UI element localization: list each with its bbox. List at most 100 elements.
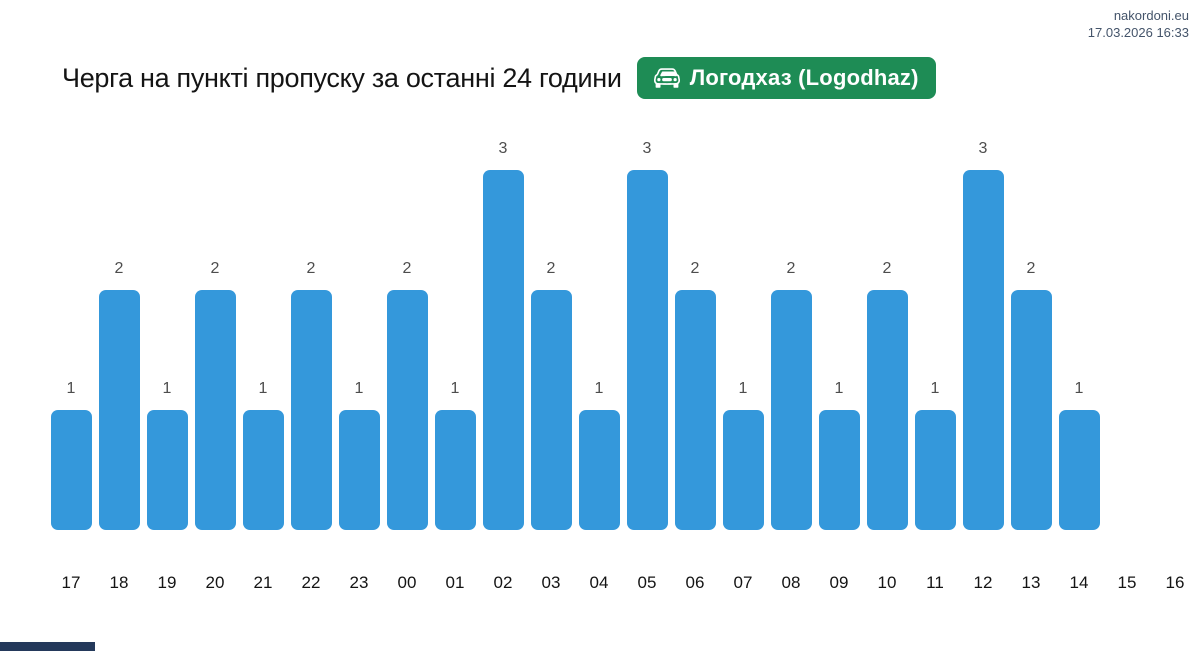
- x-tick-label: 06: [685, 573, 705, 592]
- x-axis: 17 18 19 20 21 22 23 00 01 02 03 04 05 06 07 08 09 10 11 12…: [47, 573, 1199, 593]
- bar: [98, 290, 140, 530]
- x-tick-label: 08: [781, 573, 801, 592]
- bar-value-label: 3: [978, 140, 988, 157]
- bar: [1058, 410, 1100, 530]
- bars: 1 2 1 2 1 2 1 2 1 3 2 1 3 2 1 2 1 2 1 3 2 1: [47, 130, 1199, 530]
- bar: [962, 170, 1004, 530]
- bar-value-label: 2: [546, 260, 556, 277]
- x-tick-label: 21: [253, 573, 273, 592]
- x-tick-label: 16: [1165, 573, 1185, 592]
- bar-column: 2: [383, 130, 431, 530]
- bar-value-label: 2: [114, 260, 124, 277]
- bar-column: 2: [191, 130, 239, 530]
- bar-column: 1: [575, 130, 623, 530]
- x-tick-label: 02: [493, 573, 513, 592]
- bar-column: 2: [863, 130, 911, 530]
- checkpoint-badge-label: Логодхаз (Logodhaz): [689, 65, 919, 90]
- x-tick-label: 20: [205, 573, 225, 592]
- bar: [578, 410, 620, 530]
- bar-column: 2: [527, 130, 575, 530]
- x-tick-label: 19: [157, 573, 177, 592]
- x-tick-label: 11: [926, 573, 944, 592]
- bar-column: [1151, 130, 1199, 530]
- bar: [1010, 290, 1052, 530]
- bar: [674, 290, 716, 530]
- bar-column: [1103, 130, 1151, 530]
- x-tick-label: 14: [1069, 573, 1089, 592]
- bar-value-label: 2: [786, 260, 796, 277]
- x-tick-label: 07: [733, 573, 753, 592]
- bar: [818, 410, 860, 530]
- x-tick-label: 00: [397, 573, 417, 592]
- bar: [290, 290, 332, 530]
- bar-column: 1: [911, 130, 959, 530]
- bar-column: 1: [815, 130, 863, 530]
- x-tick-label: 09: [829, 573, 849, 592]
- bar: [194, 290, 236, 530]
- x-tick-label: 10: [877, 573, 897, 592]
- x-tick-label: 13: [1021, 573, 1041, 592]
- bar-value-label: 1: [354, 380, 364, 397]
- bar-value-label: 1: [66, 380, 76, 397]
- bar-value-label: 1: [930, 380, 940, 397]
- checkpoint-badge[interactable]: Логодхаз (Logodhaz): [636, 57, 936, 99]
- bar: [722, 410, 764, 530]
- bar: [434, 410, 476, 530]
- bar-value-label: 1: [738, 380, 748, 397]
- footer-bar-fragment: [0, 642, 95, 651]
- bar: [914, 410, 956, 530]
- bar-column: 2: [287, 130, 335, 530]
- bar: [50, 410, 92, 530]
- bar-value-label: 1: [162, 380, 172, 397]
- site-name: nakordoni.eu: [1113, 8, 1189, 23]
- bar-column: 1: [719, 130, 767, 530]
- x-tick-label: 01: [445, 573, 465, 592]
- bar-column: 3: [479, 130, 527, 530]
- title-row: Черга на пункті пропуску за останні 24 г…: [62, 57, 936, 99]
- bar: [242, 410, 284, 530]
- bar-value-label: 3: [642, 140, 652, 157]
- bar-value-label: 1: [834, 380, 844, 397]
- site-meta: nakordoni.eu 17.03.2026 16:33: [1088, 7, 1189, 41]
- bar-column: 1: [335, 130, 383, 530]
- bar: [338, 410, 380, 530]
- x-tick-label: 04: [589, 573, 609, 592]
- bar-value-label: 2: [210, 260, 220, 277]
- bar-value-label: 1: [1074, 380, 1084, 397]
- bar: [482, 170, 524, 530]
- bar-column: 3: [959, 130, 1007, 530]
- bar-value-label: 2: [402, 260, 412, 277]
- bar-value-label: 2: [882, 260, 892, 277]
- bar-value-label: 2: [690, 260, 700, 277]
- page-title: Черга на пункті пропуску за останні 24 г…: [62, 62, 622, 93]
- x-tick-label: 18: [109, 573, 129, 592]
- x-tick-label: 03: [541, 573, 561, 592]
- bar-column: 1: [143, 130, 191, 530]
- bar-column: 2: [95, 130, 143, 530]
- x-tick-label: 23: [349, 573, 369, 592]
- bar: [146, 410, 188, 530]
- bar: [626, 170, 668, 530]
- bar-value-label: 1: [450, 380, 460, 397]
- x-tick-label: 05: [637, 573, 657, 592]
- bar: [866, 290, 908, 530]
- bar-column: 2: [1007, 130, 1055, 530]
- car-front-icon: [653, 65, 680, 91]
- bar-value-label: 2: [306, 260, 316, 277]
- bar-value-label: 1: [594, 380, 604, 397]
- bar: [386, 290, 428, 530]
- bar-column: 2: [767, 130, 815, 530]
- bar-value-label: 2: [1026, 260, 1036, 277]
- x-tick-label: 12: [973, 573, 993, 592]
- bar-column: 1: [1055, 130, 1103, 530]
- bar-column: 3: [623, 130, 671, 530]
- bar-column: 1: [239, 130, 287, 530]
- x-tick-label: 17: [61, 573, 81, 592]
- bar-column: 2: [671, 130, 719, 530]
- bar: [530, 290, 572, 530]
- bar-value-label: 1: [258, 380, 268, 397]
- timestamp: 17.03.2026 16:33: [1087, 25, 1189, 40]
- bar-value-label: 3: [498, 140, 508, 157]
- bar-column: 1: [431, 130, 479, 530]
